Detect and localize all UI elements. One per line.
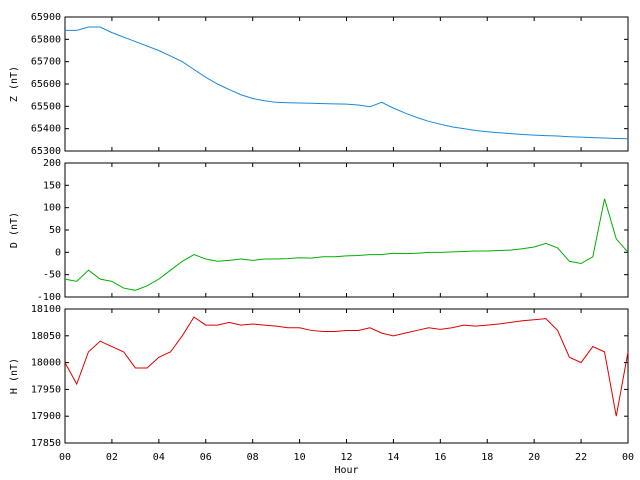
y-axis-label: D (nT) [9,212,20,248]
y-tick-label: 65300 [31,146,61,157]
y-axis-label: Z (nT) [9,66,20,102]
y-tick-label: 65500 [31,101,61,112]
y-tick-label: 17900 [31,411,61,422]
x-tick-label: 20 [528,452,540,463]
y-tick-label: 17850 [31,438,61,449]
y-tick-label: 18050 [31,331,61,342]
x-tick-label: 08 [247,452,259,463]
x-tick-label: 16 [434,452,446,463]
y-tick-label: 17950 [31,384,61,395]
y-axis-label: H (nT) [9,358,20,394]
y-tick-label: 65700 [31,57,61,68]
y-tick-label: 65400 [31,124,61,135]
y-tick-label: 18100 [31,304,61,315]
x-tick-label: 04 [153,452,165,463]
data-line [65,26,629,140]
y-tick-label: 65600 [31,79,61,90]
x-tick-label: 14 [387,452,399,463]
y-tick-label: -50 [43,270,61,281]
y-tick-label: 65900 [31,12,61,23]
y-tick-label: 200 [43,158,61,169]
data-line [64,316,629,417]
y-tick-label: 65800 [31,34,61,45]
x-tick-label: 00 [622,452,634,463]
y-tick-label: -100 [37,292,61,303]
x-tick-label: 06 [200,452,212,463]
x-tick-label: 18 [481,452,493,463]
x-tick-label: 02 [106,452,118,463]
y-tick-label: 0 [55,247,61,258]
x-tick-label: 10 [294,452,306,463]
plot-frame [64,16,629,152]
y-tick-label: 100 [43,203,61,214]
plot-frame [64,162,629,298]
x-tick-label: 22 [575,452,587,463]
y-tick-label: 18000 [31,358,61,369]
plot-frame [64,308,629,444]
data-line [64,198,629,291]
x-tick-label: 12 [340,452,352,463]
x-axis-label: Hour [334,465,358,476]
y-tick-label: 50 [49,225,61,236]
x-tick-label: 00 [59,452,71,463]
y-tick-label: 150 [43,180,61,191]
